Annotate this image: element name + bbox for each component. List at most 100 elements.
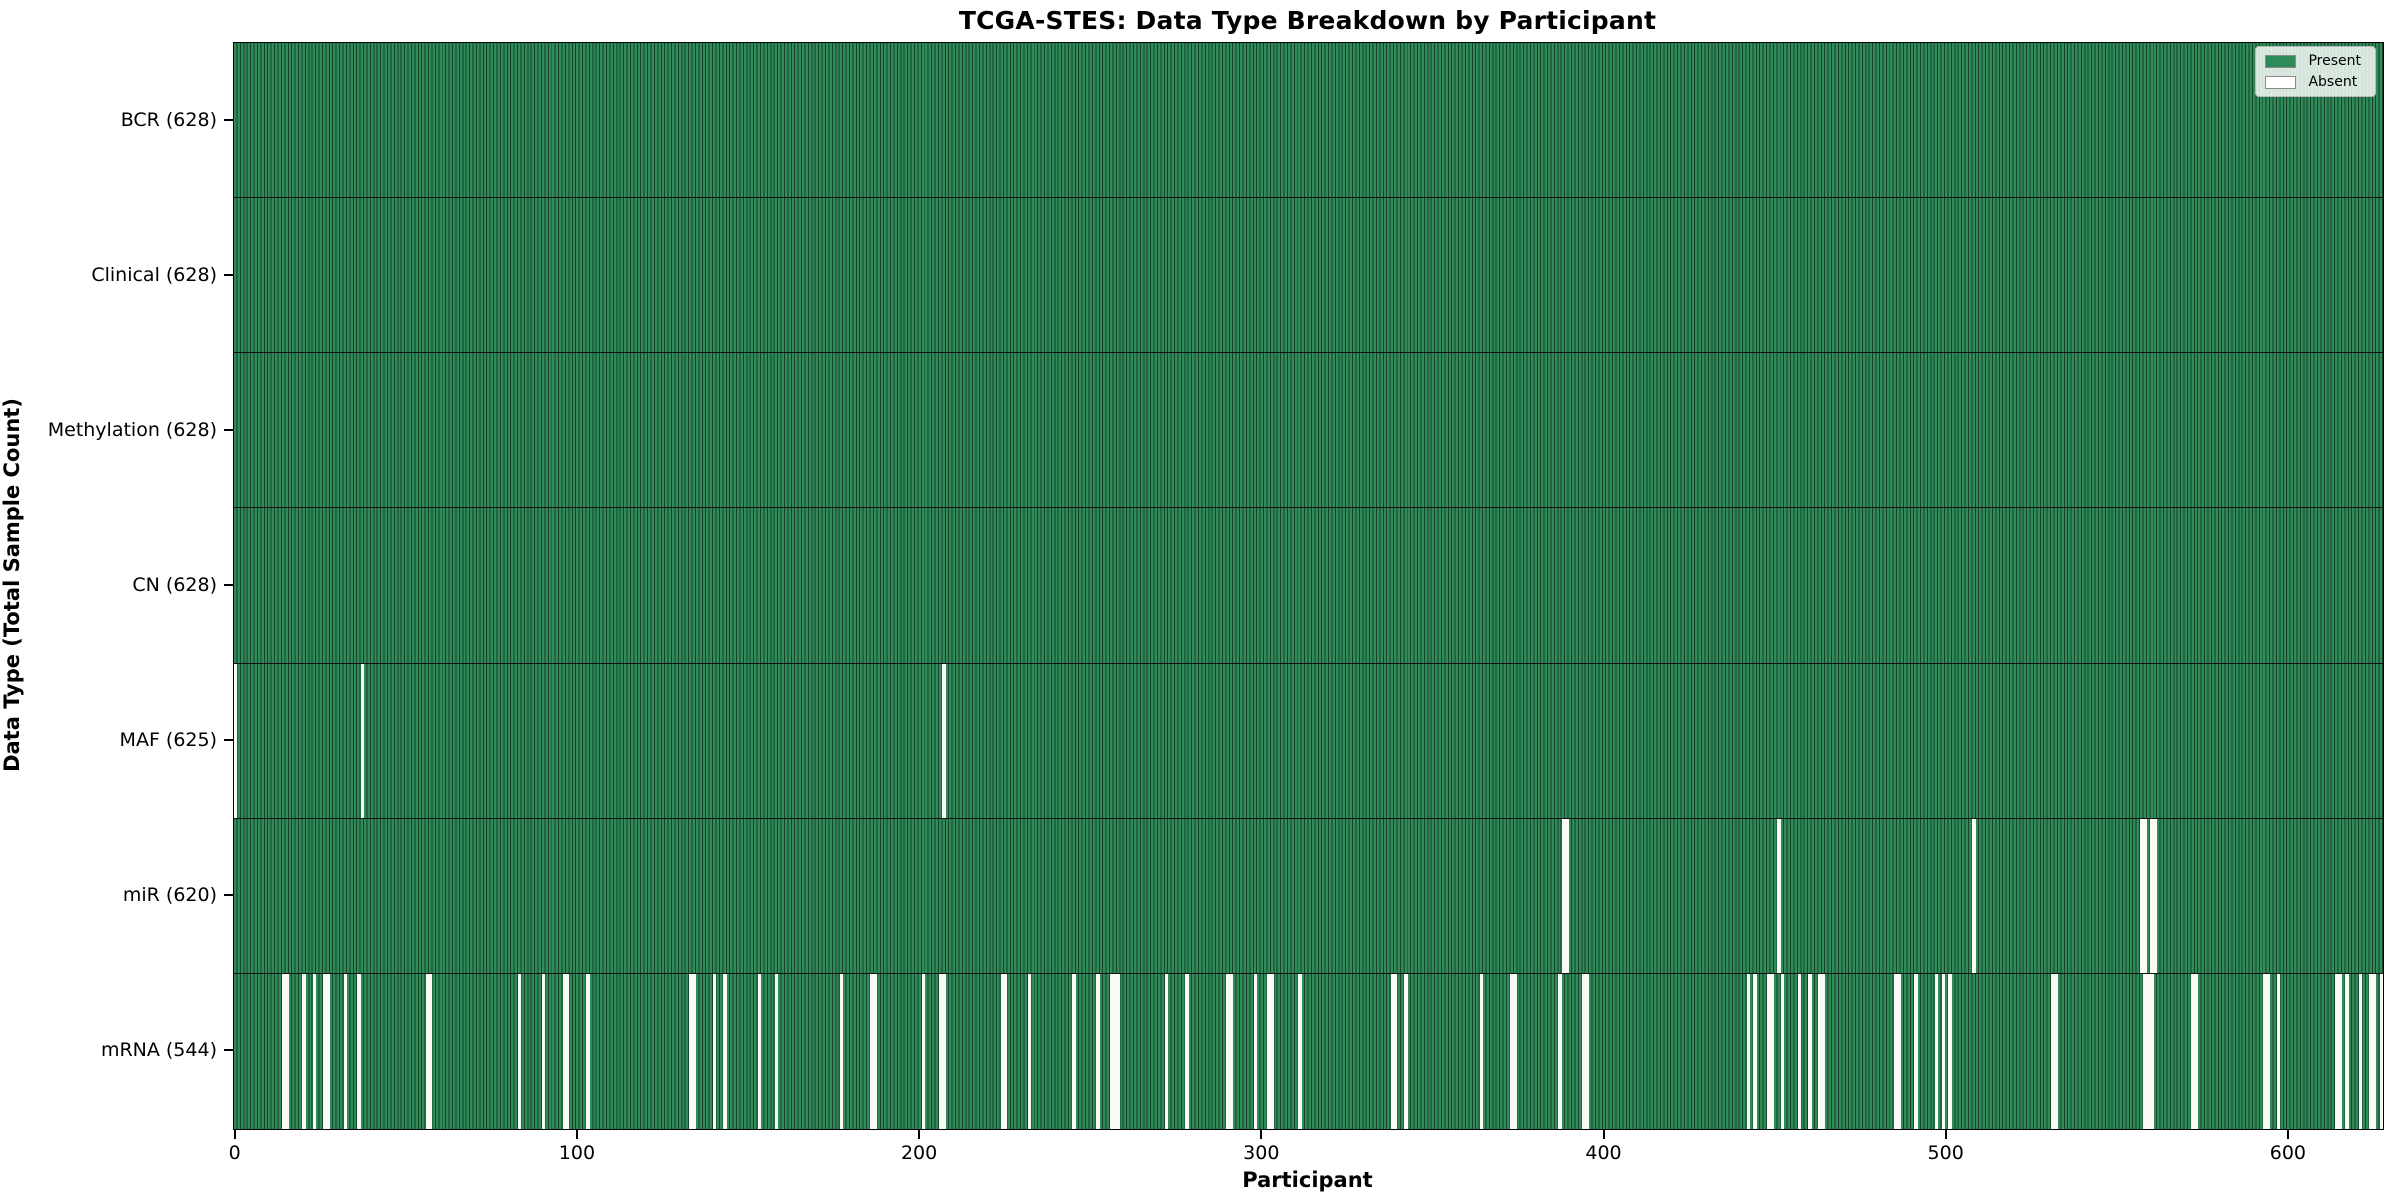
absent-stripe-mrna-32 [343,973,347,1129]
absent-stripe-mrna-14 [281,973,289,1129]
absent-stripe-mrna-232 [1027,973,1032,1129]
absent-stripe-mrna-531 [2051,973,2058,1129]
xtick-mark-200 [918,1130,921,1139]
absent-stripe-mrna-90 [541,973,546,1129]
row-band-cn [234,508,2383,664]
absent-stripe-mrna-364 [1479,973,1484,1129]
row-band-mir [234,818,2383,974]
absent-stripe-mrna-572 [2191,973,2199,1129]
x-axis-title: Participant [1242,1168,1373,1192]
xtick-mark-500 [1944,1130,1947,1139]
absent-stripe-mrna-499 [1941,973,1945,1129]
present-swatch-icon [2265,54,2297,68]
absent-stripe-mrna-103 [586,973,590,1129]
ytick-mark-mrna [224,1049,233,1052]
absent-stripe-mrna-373 [1510,973,1518,1129]
absent-stripe-mrna-444 [1753,973,1757,1129]
xtick-label-0: 0 [228,1142,241,1164]
absent-stripe-mrna-338 [1390,973,1398,1129]
absent-stripe-mrna-256 [1110,973,1121,1129]
absent-stripe-maf-207 [942,663,946,818]
absent-stripe-mrna-298 [1253,973,1258,1129]
xtick-mark-100 [575,1130,578,1139]
absent-stripe-mrna-143 [723,973,727,1129]
ytick-mark-cn [224,584,233,586]
absent-stripe-mrna-224 [1000,973,1008,1129]
row-band-bcr [234,43,2383,199]
absent-stripe-mrna-140 [713,973,717,1129]
absent-stripe-mrna-272 [1164,973,1169,1129]
absent-stripe-mir-560 [2150,818,2158,973]
xtick-label-200: 200 [900,1142,938,1164]
absent-stripe-mir-557 [2140,818,2147,973]
ytick-mark-maf [224,739,233,742]
plot-area: Present Absent [233,42,2384,1130]
absent-stripe-mir-388 [1561,818,1569,973]
absent-stripe-mrna-387 [1558,973,1562,1129]
absent-stripe-mrna-252 [1096,973,1100,1129]
absent-stripe-mrna-448 [1767,973,1774,1129]
ytick-label-cn: CN (628) [132,574,217,596]
ytick-label-methylation: Methylation (628) [47,418,217,441]
absent-stripe-mrna-201 [921,973,926,1129]
absent-stripe-mrna-627 [2379,973,2383,1129]
absent-stripe-mrna-597 [2276,973,2281,1129]
legend-item-absent: Absent [2265,75,2365,89]
absent-stripe-maf-0 [234,663,238,818]
ytick-label-maf: MAF (625) [119,729,217,752]
absent-stripe-mir-451 [1777,818,1781,973]
legend: Present Absent [2255,46,2376,97]
row-band-clinical [234,198,2383,354]
absent-swatch-icon [2265,75,2297,89]
absent-stripe-mrna-463 [1818,973,1826,1129]
absent-stripe-maf-37 [360,663,365,818]
absent-stripe-mrna-36 [357,973,361,1129]
absent-stripe-mrna-593 [2263,973,2271,1129]
absent-stripe-mrna-617 [2345,973,2349,1129]
absent-stripe-mrna-26 [322,973,330,1129]
xtick-label-600: 600 [2269,1142,2307,1164]
absent-stripe-mrna-290 [1226,973,1234,1129]
absent-stripe-mrna-278 [1185,973,1189,1129]
ytick-label-bcr: BCR (628) [120,108,217,131]
absent-stripe-mrna-83 [518,973,522,1129]
xtick-mark-300 [1260,1130,1263,1139]
absent-stripe-mrna-342 [1404,973,1408,1129]
absent-stripe-mrna-133 [689,973,696,1129]
xtick-label-100: 100 [558,1142,596,1164]
absent-stripe-mrna-206 [938,973,946,1129]
chart-title: TCGA-STES: Data Type Breakdown by Partic… [958,6,1657,35]
absent-stripe-mrna-302 [1267,973,1275,1129]
absent-stripe-mrna-460 [1808,973,1812,1129]
absent-stripe-mrna-56 [425,973,433,1129]
absent-stripe-mrna-501 [1948,973,1952,1129]
absent-stripe-mrna-158 [774,973,779,1129]
ytick-mark-methylation [224,428,233,431]
ytick-mark-clinical [224,273,233,276]
legend-label-absent: Absent [2308,74,2358,90]
absent-stripe-mrna-457 [1797,973,1802,1129]
row-band-methylation [234,353,2383,509]
absent-stripe-mrna-452 [1780,973,1785,1129]
absent-stripe-mrna-96 [562,973,570,1129]
legend-item-present: Present [2265,54,2365,68]
ytick-mark-mir [224,894,233,897]
row-band-mrna [234,973,2383,1129]
absent-stripe-mrna-20 [302,973,306,1129]
absent-stripe-mrna-245 [1072,973,1076,1129]
xtick-mark-0 [233,1130,236,1139]
xtick-mark-400 [1602,1130,1605,1139]
ytick-label-mir: miR (620) [122,884,217,907]
xtick-label-400: 400 [1585,1142,1622,1164]
ytick-mark-bcr [224,118,233,121]
xtick-label-500: 500 [1927,1142,1964,1164]
absent-stripe-mrna-485 [1893,973,1901,1129]
absent-stripe-mrna-311 [1298,973,1302,1129]
absent-stripe-mrna-624 [2369,973,2377,1129]
absent-stripe-mrna-153 [757,973,761,1129]
absent-stripe-mir-508 [1972,818,1976,973]
legend-label-present: Present [2308,53,2361,69]
absent-stripe-mrna-177 [839,973,844,1129]
absent-stripe-mrna-491 [1914,973,1918,1129]
